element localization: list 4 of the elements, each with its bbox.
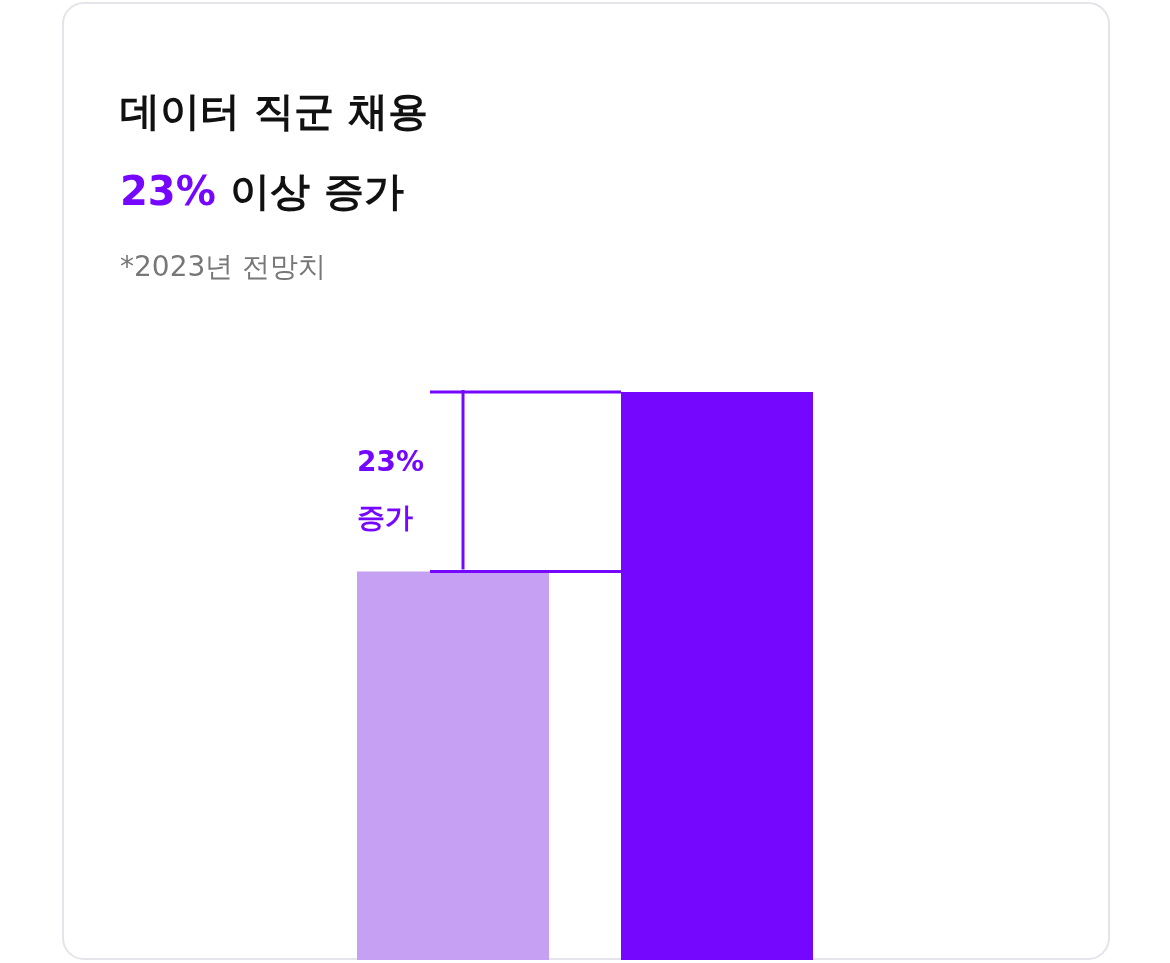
annotation: 23% 증가 [357, 444, 426, 536]
text: *2023년 전망치 [120, 249, 327, 285]
chart-title: 데이터 직군 채용 [120, 87, 428, 136]
chart-subtitle: 23% 이상 증가 [120, 167, 404, 216]
